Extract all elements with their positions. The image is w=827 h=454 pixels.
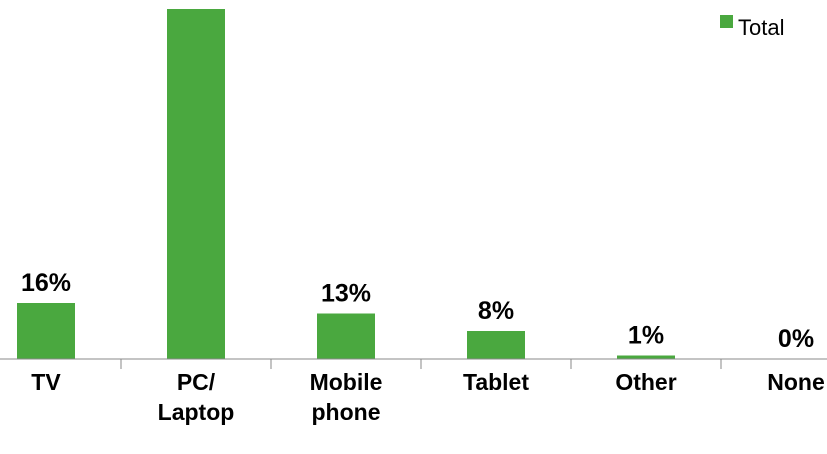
x-tick-label: TV	[31, 369, 61, 395]
bar	[317, 313, 375, 359]
legend-label: Total	[738, 15, 784, 40]
data-label: 1%	[628, 322, 664, 350]
data-label: 0%	[778, 325, 814, 353]
data-label: 8%	[478, 297, 514, 325]
bar	[467, 331, 525, 359]
x-tick-label: Mobile phone	[310, 369, 383, 425]
x-tick-label: PC/Laptop	[158, 369, 235, 425]
bar	[167, 9, 225, 359]
data-label: 16%	[21, 269, 71, 297]
data-label: 13%	[321, 280, 371, 308]
x-tick-label: None	[767, 369, 825, 395]
x-tick-label: Tablet	[463, 369, 529, 395]
bar	[17, 303, 75, 359]
legend-swatch	[720, 15, 733, 28]
x-tick-label: Other	[615, 369, 676, 395]
bar	[617, 355, 675, 359]
